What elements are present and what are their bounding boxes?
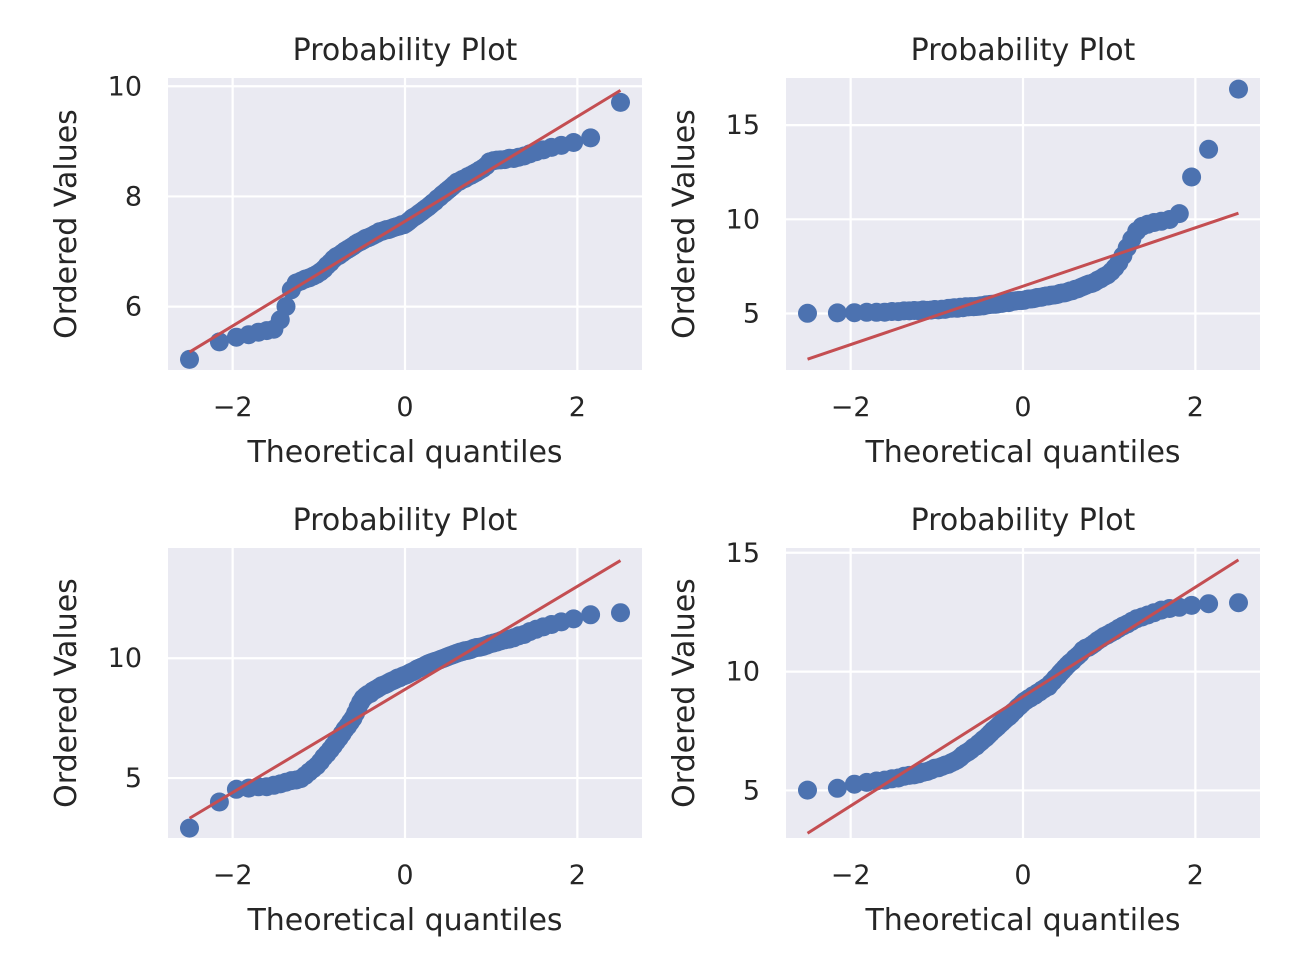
x-tick-label: 2 bbox=[569, 860, 586, 891]
y-tick-label: 10 bbox=[726, 204, 760, 235]
data-point bbox=[180, 818, 199, 838]
x-tick-label: −2 bbox=[831, 392, 871, 423]
qq-panel-2: −2 0 2 5 10 15 Probability Plot Theoretical qua… bbox=[667, 33, 1260, 470]
fit-line bbox=[188, 89, 622, 354]
plot-title: Probability Plot bbox=[293, 503, 518, 538]
data-layer bbox=[180, 559, 630, 838]
y-axis-label: Ordered Values bbox=[49, 109, 84, 339]
x-tick-label: 2 bbox=[1187, 392, 1204, 423]
data-point bbox=[1199, 594, 1219, 614]
y-tick-label: 6 bbox=[125, 292, 142, 323]
y-tick-label: 15 bbox=[726, 538, 760, 569]
data-point bbox=[180, 349, 199, 369]
x-tick-label: −2 bbox=[831, 860, 871, 891]
y-tick-label: 10 bbox=[726, 657, 760, 688]
x-tick-label: −2 bbox=[213, 392, 253, 423]
panels-layer: −2 0 2 6 8 10 Probability Plot Theoretical quan… bbox=[49, 33, 1260, 938]
plot-title: Probability Plot bbox=[293, 33, 518, 68]
plot-title: Probability Plot bbox=[911, 503, 1136, 538]
data-point bbox=[1229, 593, 1248, 613]
data-point bbox=[1229, 79, 1248, 99]
x-axis-label: Theoretical quantiles bbox=[864, 435, 1180, 470]
data-point bbox=[1182, 595, 1202, 615]
data-layer bbox=[798, 558, 1248, 835]
x-tick-label: −2 bbox=[213, 860, 253, 891]
data-point bbox=[1182, 167, 1202, 187]
qq-panel-3: −2 0 2 5 10 Probability Plot Theoretical quant… bbox=[49, 503, 642, 938]
x-tick-label: 0 bbox=[1014, 392, 1031, 423]
data-point bbox=[581, 128, 601, 148]
y-axis-label: Ordered Values bbox=[49, 578, 84, 808]
data-point bbox=[611, 603, 630, 623]
data-layer bbox=[798, 79, 1248, 361]
y-tick-label: 10 bbox=[108, 71, 142, 102]
data-point bbox=[564, 609, 584, 629]
plot-title: Probability Plot bbox=[911, 33, 1136, 68]
y-axis-label: Ordered Values bbox=[667, 109, 702, 339]
x-tick-label: 2 bbox=[569, 392, 586, 423]
data-point bbox=[1199, 139, 1219, 159]
x-axis-label: Theoretical quantiles bbox=[246, 903, 562, 938]
y-tick-label: 5 bbox=[743, 775, 760, 806]
qq-panel-4: −2 0 2 5 10 15 Probability Plot Theoretical qua… bbox=[667, 503, 1260, 938]
data-point bbox=[611, 92, 630, 112]
x-tick-label: 0 bbox=[396, 392, 413, 423]
data-point bbox=[1169, 204, 1189, 224]
data-point bbox=[798, 780, 817, 800]
data-point bbox=[581, 605, 601, 625]
fit-line bbox=[807, 211, 1239, 361]
x-tick-label: 0 bbox=[396, 860, 413, 891]
y-tick-label: 5 bbox=[743, 298, 760, 329]
x-tick-label: 2 bbox=[1187, 860, 1204, 891]
data-point bbox=[827, 778, 847, 798]
x-axis-label: Theoretical quantiles bbox=[864, 903, 1180, 938]
y-tick-label: 8 bbox=[125, 181, 142, 212]
y-axis-label: Ordered Values bbox=[667, 578, 702, 808]
data-point bbox=[276, 297, 296, 316]
qq-panel-1: −2 0 2 6 8 10 Probability Plot Theoretical quan… bbox=[49, 33, 642, 470]
y-tick-label: 5 bbox=[125, 763, 142, 794]
data-point bbox=[564, 133, 584, 152]
data-point bbox=[827, 303, 847, 323]
fit-line bbox=[806, 558, 1240, 835]
data-point bbox=[798, 303, 817, 323]
x-tick-label: 0 bbox=[1014, 860, 1031, 891]
data-layer bbox=[180, 89, 630, 369]
y-tick-label: 15 bbox=[726, 110, 760, 141]
x-axis-label: Theoretical quantiles bbox=[246, 435, 562, 470]
y-tick-label: 10 bbox=[108, 643, 142, 674]
fit-line bbox=[188, 559, 622, 820]
